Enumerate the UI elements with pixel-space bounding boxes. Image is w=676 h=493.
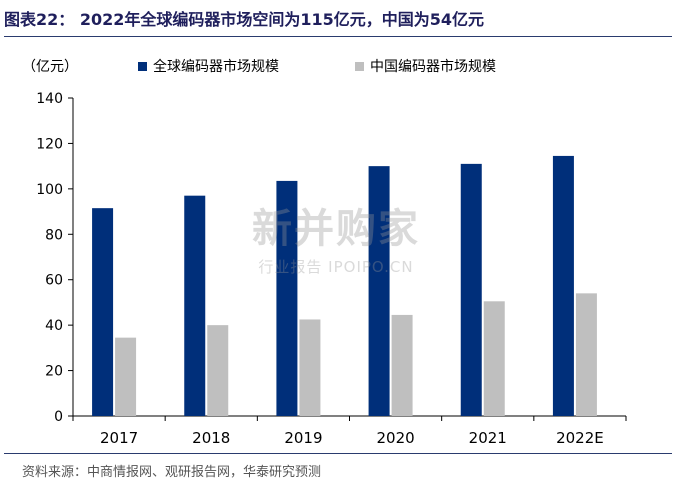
y-tick-label: 80: [45, 227, 63, 243]
y-tick-label: 40: [45, 318, 63, 334]
source-rule: [4, 453, 672, 454]
bar-global: [92, 208, 114, 416]
bar-china: [207, 325, 229, 416]
bar-global: [276, 180, 298, 416]
legend-item-china: 中国编码器市场规模: [355, 56, 496, 76]
bar-global: [552, 155, 574, 416]
source-note: 资料来源：中商情报网、观研报告网，华泰研究预测: [22, 465, 322, 480]
y-unit-label: （亿元）: [22, 59, 78, 75]
legend-item-global: 全球编码器市场规模: [138, 56, 279, 76]
x-tick-label: 2022E: [556, 429, 604, 447]
bar-china: [115, 337, 137, 416]
bar-china: [575, 293, 597, 416]
y-tick-label: 0: [54, 409, 63, 425]
bar-china: [391, 314, 413, 416]
bar-china: [483, 301, 505, 416]
x-tick-label: 2021: [469, 429, 507, 447]
legend-swatch-china: [355, 61, 364, 71]
bar-global: [184, 195, 206, 416]
bar-global: [460, 163, 482, 416]
y-tick-label: 20: [45, 364, 63, 380]
legend-label-global: 全球编码器市场规模: [153, 59, 279, 75]
y-tick-label: 100: [36, 182, 63, 198]
y-tick-label: 120: [36, 136, 63, 152]
legend-swatch-global: [138, 61, 147, 71]
x-tick-label: 2019: [284, 429, 322, 447]
title-rule: [4, 36, 672, 37]
figure-title: 图表22： 2022年全球编码器市场空间为115亿元，中国为54亿元: [4, 10, 485, 29]
x-tick-label: 2018: [192, 429, 230, 447]
x-tick-label: 2020: [376, 429, 414, 447]
bar-china: [299, 319, 321, 416]
y-tick-label: 60: [45, 273, 63, 289]
legend-label-china: 中国编码器市场规模: [370, 59, 496, 75]
x-tick-label: 2017: [100, 429, 138, 447]
bar-global: [368, 166, 390, 416]
y-tick-label: 140: [36, 91, 63, 107]
